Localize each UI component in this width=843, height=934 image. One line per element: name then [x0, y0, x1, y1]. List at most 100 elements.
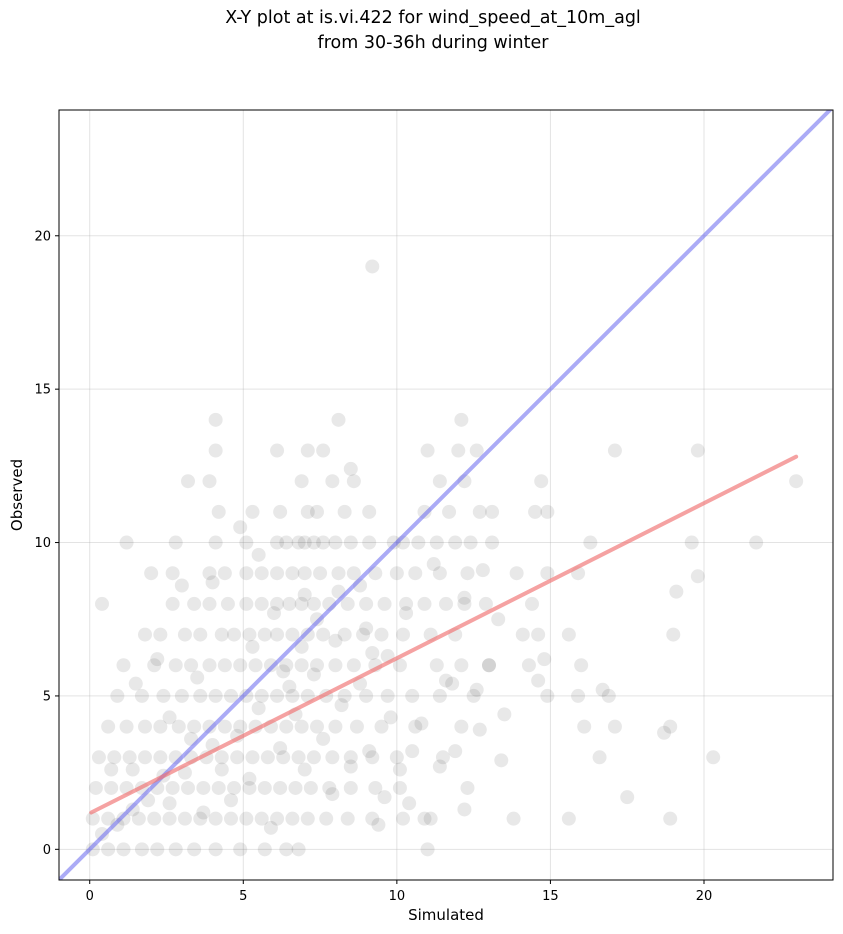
data-point	[405, 688, 420, 703]
data-point	[187, 842, 202, 857]
data-point	[540, 504, 555, 519]
data-point	[138, 627, 152, 642]
data-point	[138, 750, 152, 765]
data-point	[454, 412, 469, 427]
data-point	[319, 811, 334, 826]
data-point	[475, 563, 490, 578]
data-point	[171, 719, 186, 734]
data-point	[371, 817, 386, 832]
data-point	[457, 802, 472, 817]
data-point	[150, 842, 165, 857]
data-point	[497, 707, 512, 722]
y-tick-label: 0	[43, 843, 51, 858]
data-point	[300, 627, 315, 642]
data-point	[220, 596, 235, 611]
data-point	[208, 842, 223, 857]
data-point	[448, 535, 463, 550]
data-point	[620, 790, 635, 805]
data-point	[165, 780, 180, 795]
data-point	[325, 787, 340, 802]
data-point	[245, 504, 260, 519]
data-point	[270, 596, 285, 611]
data-point	[789, 474, 804, 489]
data-point	[432, 474, 447, 489]
data-point	[202, 658, 217, 673]
data-point	[245, 639, 260, 654]
data-point	[125, 762, 140, 777]
data-point	[297, 762, 312, 777]
data-point	[101, 842, 116, 857]
data-point	[144, 566, 159, 581]
y-tick-label: 5	[43, 689, 51, 704]
data-point	[303, 780, 318, 795]
data-point	[101, 811, 116, 826]
data-point	[429, 535, 444, 550]
data-point	[187, 719, 202, 734]
data-point	[242, 627, 257, 642]
data-point	[386, 535, 401, 550]
data-point	[239, 535, 254, 550]
data-point	[217, 658, 232, 673]
data-point	[242, 771, 257, 786]
data-point	[423, 811, 438, 826]
data-point	[110, 817, 125, 832]
data-point	[279, 842, 294, 857]
data-point	[177, 811, 192, 826]
data-point	[187, 596, 202, 611]
data-point	[316, 731, 331, 746]
data-point	[432, 759, 447, 774]
data-point	[196, 805, 211, 820]
data-point	[537, 652, 552, 667]
data-point	[328, 719, 343, 734]
data-point	[399, 596, 414, 611]
data-point	[396, 627, 410, 642]
data-point	[270, 627, 285, 642]
scatter-points	[85, 259, 804, 857]
data-point	[328, 658, 343, 673]
data-point	[457, 590, 472, 605]
data-point	[460, 780, 475, 795]
data-point	[540, 566, 555, 581]
data-point	[331, 566, 346, 581]
data-point	[300, 811, 315, 826]
data-point	[134, 842, 149, 857]
data-point	[257, 627, 272, 642]
data-point	[414, 716, 429, 731]
data-point	[316, 627, 331, 642]
data-point	[193, 811, 208, 826]
data-point	[435, 750, 450, 765]
data-point	[184, 658, 199, 673]
data-point	[174, 578, 189, 593]
data-point	[294, 474, 309, 489]
data-point	[392, 762, 407, 777]
data-point	[288, 780, 303, 795]
data-point	[666, 627, 681, 642]
data-point	[521, 658, 536, 673]
data-point	[346, 658, 361, 673]
data-point	[168, 842, 183, 857]
y-axis-label: Observed	[8, 459, 26, 531]
data-point	[374, 719, 389, 734]
data-point	[494, 753, 509, 768]
data-point	[242, 780, 257, 795]
data-point	[583, 535, 598, 550]
data-point	[119, 535, 134, 550]
data-point	[239, 811, 254, 826]
data-point	[316, 535, 331, 550]
data-point	[267, 606, 281, 621]
data-point	[417, 504, 432, 519]
data-point	[150, 652, 165, 667]
data-point	[482, 658, 496, 673]
data-point	[595, 682, 610, 697]
data-point	[263, 658, 278, 673]
data-point	[442, 504, 457, 519]
data-point	[294, 596, 309, 611]
data-point	[306, 596, 321, 611]
data-point	[181, 780, 195, 795]
data-point	[663, 811, 678, 826]
data-point	[233, 520, 248, 535]
data-point	[380, 688, 395, 703]
data-point	[684, 535, 699, 550]
data-point	[690, 569, 705, 584]
